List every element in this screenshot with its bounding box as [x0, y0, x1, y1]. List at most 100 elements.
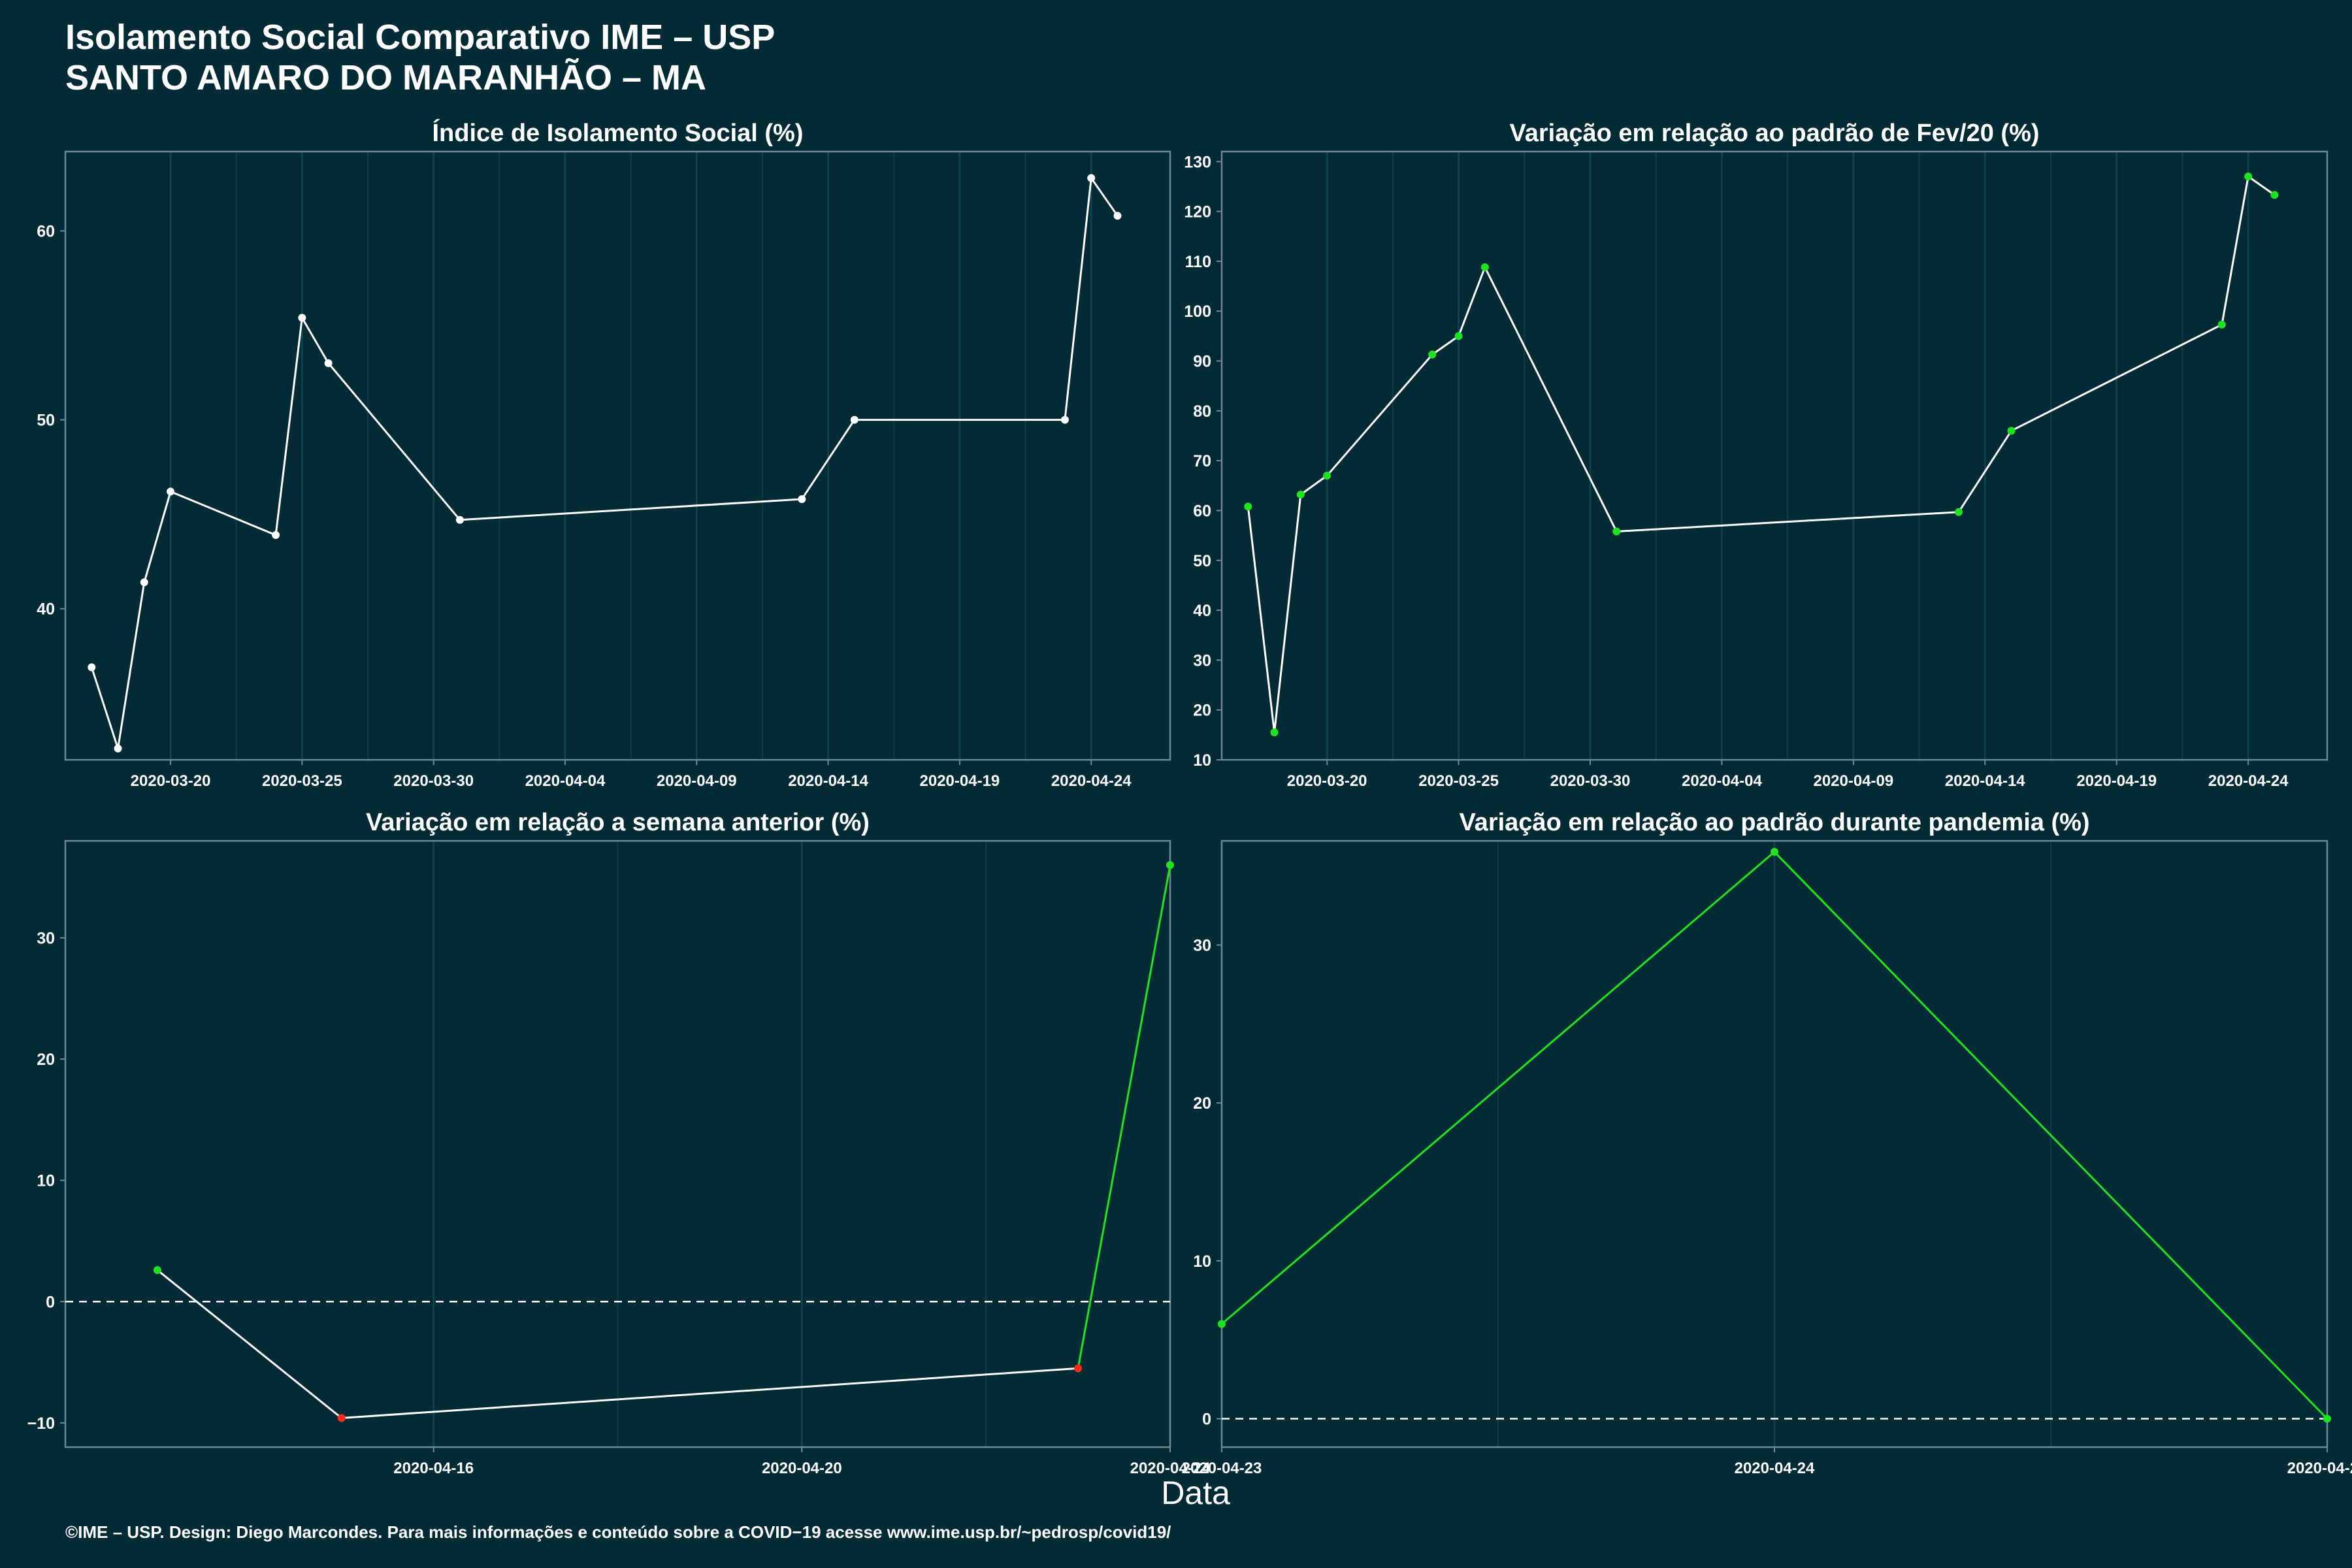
- x-tick-label: 2020-03-20: [1287, 772, 1367, 790]
- data-point: [1166, 861, 1174, 870]
- y-tick-label: 100: [1184, 302, 1211, 321]
- data-point: [2270, 191, 2279, 199]
- data-point: [1218, 1320, 1226, 1328]
- series-line-segment: [1458, 267, 1486, 336]
- series-line-segment: [117, 581, 146, 749]
- chart-panel-4: Variação em relação ao padrão durante pa…: [1182, 809, 2352, 1477]
- x-tick-label: 2020-04-19: [920, 772, 1000, 790]
- data-point: [153, 1266, 161, 1275]
- chart-panel-3: Variação em relação a semana anterior (%…: [27, 809, 1211, 1477]
- data-point: [1428, 350, 1437, 359]
- footer-credit: ©IME – USP. Design: Diego Marcondes. Par…: [65, 1522, 1171, 1542]
- data-point: [1955, 508, 1963, 516]
- x-tick-label: 2020-03-25: [262, 772, 342, 790]
- y-tick-label: 10: [37, 1172, 55, 1190]
- chart-panel-1: Índice de Isolamento Social (%) 2020-03-2…: [37, 118, 1171, 790]
- panel-title: Variação em relação ao padrão durante pa…: [1459, 809, 2089, 836]
- y-tick-label: 110: [1185, 253, 1211, 271]
- series-line-segment: [1090, 177, 1119, 217]
- series-line-segment: [170, 491, 276, 536]
- panel-border: [64, 150, 1171, 761]
- x-tick-label: 2020-03-25: [1418, 772, 1499, 790]
- x-tick-label: 2020-03-30: [1550, 772, 1631, 790]
- series-line-segment: [90, 666, 119, 749]
- y-tick-label: 130: [1184, 153, 1211, 171]
- y-tick-label: 10: [1193, 1252, 1211, 1271]
- data-point: [140, 578, 148, 587]
- y-tick-label: 20: [37, 1051, 55, 1069]
- data-point: [1270, 728, 1279, 737]
- series-line-segment: [1273, 494, 1302, 733]
- data-point: [2323, 1414, 2331, 1423]
- series-line-segment: [274, 318, 303, 536]
- y-tick-label: −10: [27, 1414, 55, 1433]
- y-tick-label: 30: [1193, 937, 1211, 955]
- y-tick-label: 10: [1193, 751, 1211, 770]
- data-point: [1296, 491, 1305, 499]
- data-point: [1113, 212, 1122, 220]
- x-tick-label: 2020-04-20: [762, 1460, 842, 1477]
- data-point: [455, 515, 464, 524]
- panel-border: [1220, 150, 2328, 761]
- series-line-segment: [801, 419, 856, 500]
- y-tick-label: 50: [37, 412, 55, 430]
- data-point: [114, 744, 122, 753]
- data-point: [2007, 427, 2016, 435]
- y-tick-label: 20: [1193, 1094, 1211, 1113]
- y-tick-label: 120: [1184, 203, 1211, 221]
- chart-title-line2: SANTO AMARO DO MARANHÃO – MA: [65, 58, 706, 97]
- series-line-segment: [2221, 176, 2249, 325]
- chart-panel-2: Variação em relação ao padrão de Fev/20 …: [1184, 120, 2328, 790]
- x-tick-label: 2020-04-19: [2076, 772, 2157, 790]
- data-point: [1323, 472, 1331, 480]
- data-point: [88, 663, 96, 672]
- series-line-segment: [1064, 178, 1092, 420]
- y-tick-label: 40: [37, 600, 55, 619]
- series-line-segment: [2247, 175, 2276, 196]
- y-tick-label: 70: [1193, 452, 1211, 470]
- data-point: [1480, 263, 1489, 272]
- data-point: [1087, 174, 1096, 182]
- y-tick-label: 90: [1193, 353, 1211, 371]
- x-tick-label: 2020-04-24: [2208, 772, 2289, 790]
- x-tick-label: 2020-03-30: [393, 772, 474, 790]
- series-line-segment: [1431, 335, 1460, 355]
- panel-title: Variação em relação ao padrão de Fev/20 …: [1509, 120, 2039, 147]
- data-point: [798, 495, 806, 503]
- series-line-segment: [1077, 864, 1171, 1369]
- panel-title: Índice de Isolamento Social (%): [432, 118, 803, 147]
- data-point: [272, 531, 280, 539]
- x-tick-label: 2020-04-25: [2287, 1460, 2352, 1477]
- y-tick-label: 0: [46, 1293, 55, 1311]
- x-tick-label: 2020-04-14: [788, 772, 868, 790]
- x-tick-label: 2020-04-24: [1130, 1460, 1211, 1477]
- series-line-segment: [156, 1269, 342, 1419]
- series-line-segment: [1484, 267, 1618, 532]
- series-line-segment: [1247, 506, 1276, 733]
- series-line-segment: [327, 362, 461, 521]
- series-line-segment: [1957, 430, 2012, 513]
- x-tick-label: 2020-04-24: [1051, 772, 1132, 790]
- y-tick-label: 50: [1193, 552, 1211, 570]
- series-line-segment: [1299, 474, 1328, 496]
- panel-border: [64, 840, 1171, 1448]
- x-tick-label: 2020-04-04: [525, 772, 606, 790]
- series-line-segment: [341, 1367, 1079, 1419]
- panel-title: Variação em relação a semana anterior (%…: [366, 809, 870, 836]
- data-point: [1454, 332, 1463, 340]
- y-tick-label: 0: [1202, 1411, 1211, 1429]
- data-point: [1060, 416, 1069, 424]
- data-point: [1612, 527, 1621, 536]
- y-tick-label: 60: [1193, 502, 1211, 520]
- data-point: [324, 359, 333, 367]
- series-line-segment: [1773, 851, 2328, 1420]
- x-tick-label: 2020-03-20: [131, 772, 211, 790]
- data-point: [850, 416, 858, 424]
- x-tick-label: 2020-04-24: [1735, 1460, 1815, 1477]
- series-line-segment: [1616, 511, 1959, 532]
- x-tick-label: 2020-04-14: [1945, 772, 2025, 790]
- data-point: [1244, 502, 1252, 511]
- x-axis-label: Data: [1161, 1475, 1230, 1511]
- data-point: [298, 314, 306, 322]
